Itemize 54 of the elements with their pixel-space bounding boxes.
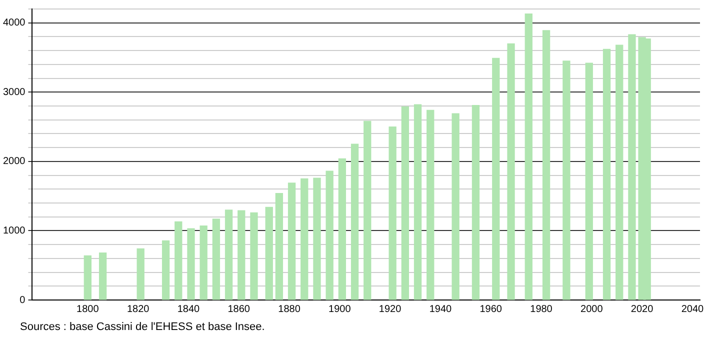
bar	[98, 252, 107, 300]
bar	[265, 206, 273, 300]
bar	[350, 144, 359, 300]
y-tick-label: 3000	[2, 86, 26, 98]
x-tick-label: 1880	[278, 304, 301, 315]
x-tick-label: 1860	[228, 304, 250, 315]
x-tick-label: 2040	[681, 304, 704, 315]
x-tick-label: 1820	[126, 304, 150, 315]
y-tick-label: 2000	[2, 156, 26, 168]
y-tick-label: 0	[20, 294, 26, 306]
bar	[524, 14, 532, 300]
x-tick-label: 1940	[429, 304, 452, 315]
y-tick-label: 1000	[2, 225, 26, 236]
x-tick-label: 1980	[530, 304, 553, 315]
bar	[275, 192, 284, 300]
bar	[187, 228, 195, 300]
bar	[602, 48, 611, 300]
bar	[200, 226, 208, 300]
x-tick-label: 2000	[580, 304, 604, 315]
bar	[238, 210, 246, 300]
bar	[616, 44, 624, 300]
bar	[414, 104, 422, 300]
bar	[401, 106, 410, 300]
bar	[212, 218, 220, 300]
x-tick-label: 1900	[328, 304, 352, 315]
bar	[585, 62, 593, 300]
source-note: Sources : base Cassini de l'EHESS et base Insee.	[20, 321, 265, 334]
x-tick-label: 1960	[480, 304, 502, 315]
bar	[364, 120, 372, 300]
bar	[162, 240, 170, 300]
x-tick-label: 1800	[76, 304, 100, 315]
bar	[174, 221, 182, 300]
bar	[300, 178, 308, 300]
bar	[542, 30, 550, 300]
bar	[84, 255, 92, 300]
bar	[628, 34, 636, 300]
bar	[562, 60, 570, 300]
bar	[326, 170, 334, 300]
bar	[224, 210, 233, 300]
bar	[452, 113, 460, 300]
bar	[313, 178, 321, 300]
x-tick-label: 2020	[630, 304, 654, 315]
bar	[388, 126, 396, 300]
y-tick-label: 4000	[2, 18, 26, 29]
bar	[136, 248, 144, 300]
bar	[250, 212, 258, 300]
x-tick-label: 1840	[177, 304, 200, 315]
bar	[507, 43, 515, 300]
bar	[492, 58, 500, 300]
bar	[288, 182, 296, 300]
x-tick-label: 1920	[378, 304, 402, 315]
bar	[426, 110, 434, 300]
bar	[338, 158, 346, 300]
bar	[472, 104, 480, 300]
